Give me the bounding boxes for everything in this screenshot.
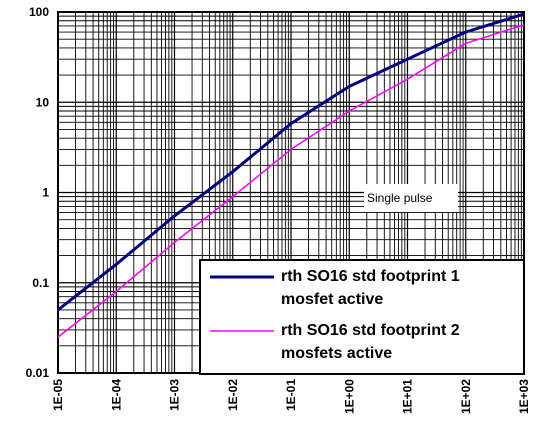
y-tick-label: 0.1 bbox=[32, 276, 49, 290]
annotation-box bbox=[364, 184, 458, 212]
y-tick-label: 10 bbox=[36, 95, 50, 109]
series-line-1 bbox=[57, 12, 525, 312]
legend-label-line: mosfets active bbox=[281, 345, 392, 362]
series-layer bbox=[57, 12, 525, 338]
x-tick-label: 1E-02 bbox=[226, 379, 240, 411]
legend-label-line: rth SO16 std footprint 2 bbox=[281, 322, 460, 339]
x-tick-label: 1E+03 bbox=[517, 379, 531, 414]
x-tick-label: 1E+02 bbox=[459, 379, 473, 414]
x-tick-label: 1E+00 bbox=[342, 379, 356, 414]
y-tick-label: 1 bbox=[42, 186, 49, 200]
legend-box bbox=[199, 259, 525, 375]
x-axis-ticks: 1E-05 1E-04 1E-03 1E-02 1E-01 1E+00 1E+01 1E+02… bbox=[51, 379, 531, 414]
x-tick-label: 1E-05 bbox=[51, 379, 65, 411]
x-tick-label: 1E-01 bbox=[284, 379, 298, 411]
single-pulse-annotation: Single pulse bbox=[364, 184, 458, 212]
legend-label-2: rth SO16 std footprint 2 mosfets active bbox=[281, 322, 460, 362]
annotation-text: Single pulse bbox=[367, 191, 433, 205]
y-tick-label: 100 bbox=[29, 5, 49, 19]
legend-label-1: rth SO16 std footprint 1 mosfet active bbox=[281, 268, 460, 308]
series-line-2 bbox=[57, 24, 525, 338]
x-tick-label: 1E-04 bbox=[109, 379, 123, 411]
x-tick-label: 1E-03 bbox=[168, 379, 182, 411]
legend-label-line: mosfet active bbox=[281, 291, 383, 308]
legend-label-line: rth SO16 std footprint 1 bbox=[281, 268, 460, 285]
legend: rth SO16 std footprint 1 mosfet activerth… bbox=[199, 259, 525, 375]
y-tick-label: 0.01 bbox=[26, 366, 50, 380]
x-tick-label: 1E+01 bbox=[401, 379, 415, 414]
y-axis-ticks: 0.01 0.1 1 10 100 bbox=[26, 5, 50, 380]
